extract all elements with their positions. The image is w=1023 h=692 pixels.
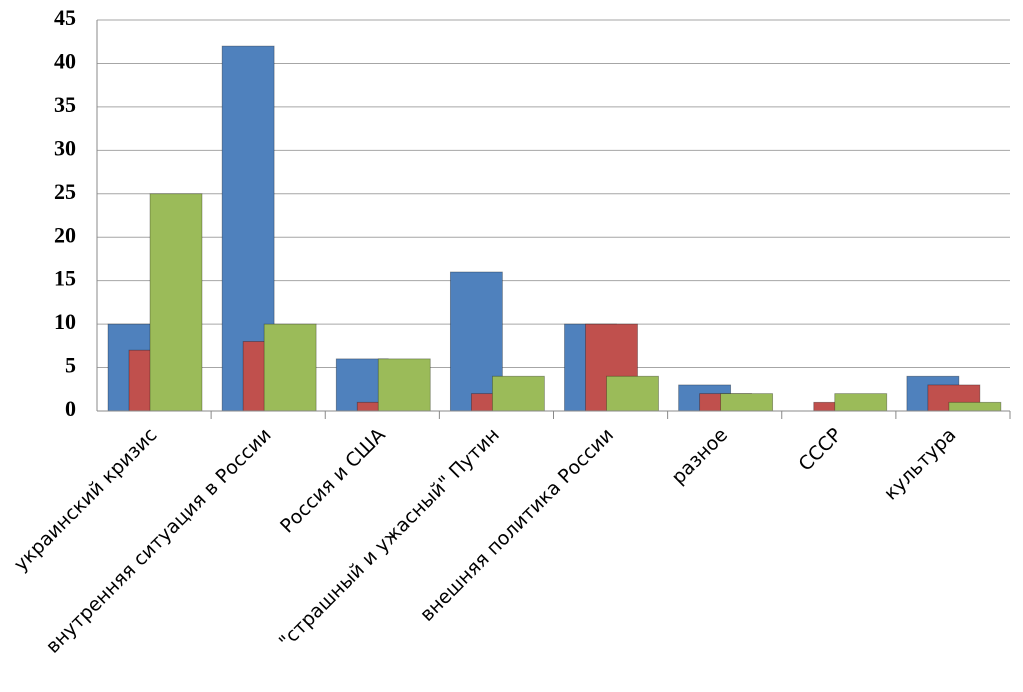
x-tick-label: культура: [880, 424, 961, 505]
y-tick-label: 15: [54, 266, 76, 291]
bar: [149, 193, 203, 412]
bar: [377, 358, 431, 412]
x-tick-label: разное: [667, 424, 732, 489]
bar: [834, 393, 888, 412]
y-tick-label: 45: [54, 5, 76, 30]
y-tick-label: 30: [54, 135, 76, 160]
bar: [606, 375, 659, 412]
x-tick-label: "страшный и ужасный" Путин: [275, 424, 504, 653]
bar: [491, 375, 545, 412]
y-tick-label: 0: [65, 396, 76, 421]
x-tick-label: Россия и США: [276, 424, 390, 538]
x-tick-label: внешняя политика России: [416, 424, 618, 626]
y-tick-label: 40: [54, 48, 76, 73]
y-tick-label: 35: [54, 92, 76, 117]
x-tick-label: внутренняя ситуация в России: [42, 424, 276, 658]
x-tick-label: СССР: [794, 424, 846, 476]
y-tick-label: 20: [54, 222, 76, 247]
y-tick-label: 25: [54, 179, 76, 204]
bar: [263, 323, 317, 412]
bar: [948, 401, 1002, 412]
y-tick-label: 5: [65, 353, 76, 378]
y-tick-label: 10: [54, 309, 76, 334]
bar: [720, 393, 774, 412]
